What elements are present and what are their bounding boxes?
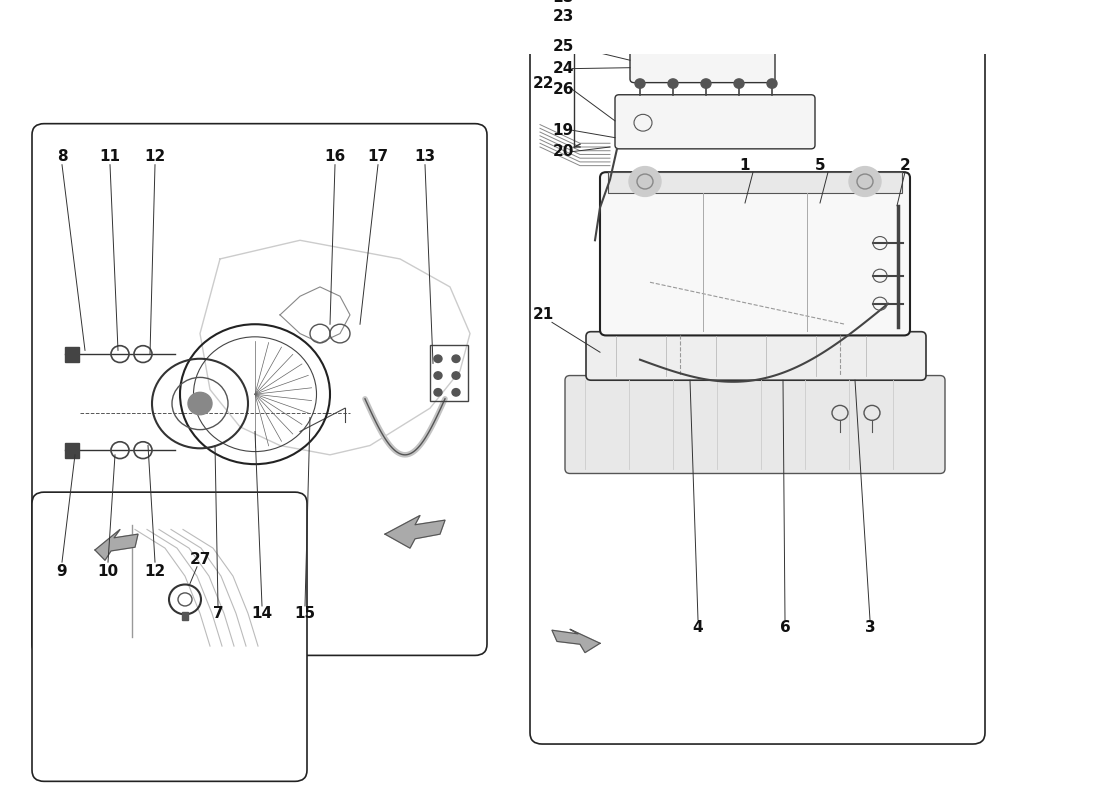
- Text: 2: 2: [900, 158, 911, 173]
- Circle shape: [734, 79, 744, 88]
- FancyBboxPatch shape: [615, 94, 815, 149]
- Text: 24: 24: [552, 61, 574, 76]
- Text: 11: 11: [99, 149, 121, 164]
- Text: 6: 6: [780, 620, 791, 635]
- Text: 18: 18: [552, 0, 573, 6]
- Circle shape: [452, 355, 460, 362]
- Text: 10: 10: [98, 564, 119, 579]
- FancyBboxPatch shape: [32, 124, 487, 655]
- Text: 9: 9: [57, 564, 67, 579]
- Circle shape: [434, 372, 442, 379]
- Text: 13: 13: [415, 149, 436, 164]
- FancyBboxPatch shape: [586, 332, 926, 380]
- Text: 12: 12: [144, 564, 166, 579]
- Text: eurospares: eurospares: [652, 303, 864, 336]
- Text: eurospares: eurospares: [154, 362, 365, 395]
- Text: 4: 4: [693, 620, 703, 635]
- Polygon shape: [552, 630, 600, 653]
- FancyBboxPatch shape: [565, 375, 945, 474]
- Bar: [182, 613, 188, 620]
- Text: 5: 5: [815, 158, 825, 173]
- Text: 14: 14: [252, 606, 273, 621]
- Text: 25: 25: [552, 38, 574, 54]
- FancyBboxPatch shape: [600, 172, 910, 335]
- Polygon shape: [95, 530, 138, 560]
- Text: 26: 26: [552, 82, 574, 97]
- FancyBboxPatch shape: [630, 47, 776, 82]
- Text: 19: 19: [552, 122, 573, 138]
- Text: 16: 16: [324, 149, 345, 164]
- Circle shape: [701, 79, 711, 88]
- Text: 7: 7: [212, 606, 223, 621]
- Circle shape: [635, 79, 645, 88]
- Text: 23: 23: [552, 9, 574, 24]
- Text: 12: 12: [144, 149, 166, 164]
- Text: 17: 17: [367, 149, 388, 164]
- Text: 20: 20: [552, 144, 574, 159]
- Text: 3: 3: [865, 620, 876, 635]
- Text: eurospares: eurospares: [108, 642, 231, 661]
- Circle shape: [668, 79, 678, 88]
- FancyBboxPatch shape: [530, 0, 984, 744]
- Circle shape: [452, 372, 460, 379]
- Text: 15: 15: [295, 606, 316, 621]
- Polygon shape: [385, 515, 446, 548]
- Circle shape: [849, 166, 881, 197]
- Circle shape: [452, 389, 460, 396]
- Bar: [65, 442, 79, 458]
- FancyBboxPatch shape: [645, 0, 810, 33]
- Text: 8: 8: [57, 149, 67, 164]
- Circle shape: [629, 166, 661, 197]
- Bar: [65, 346, 79, 362]
- Text: 21: 21: [532, 307, 553, 322]
- Circle shape: [434, 389, 442, 396]
- Circle shape: [434, 355, 442, 362]
- Bar: [430, 345, 468, 401]
- Text: 27: 27: [189, 552, 211, 567]
- Circle shape: [767, 79, 777, 88]
- FancyBboxPatch shape: [32, 492, 307, 782]
- Text: 1: 1: [739, 158, 750, 173]
- Circle shape: [188, 392, 212, 414]
- FancyBboxPatch shape: [608, 172, 902, 193]
- Text: 22: 22: [532, 76, 553, 91]
